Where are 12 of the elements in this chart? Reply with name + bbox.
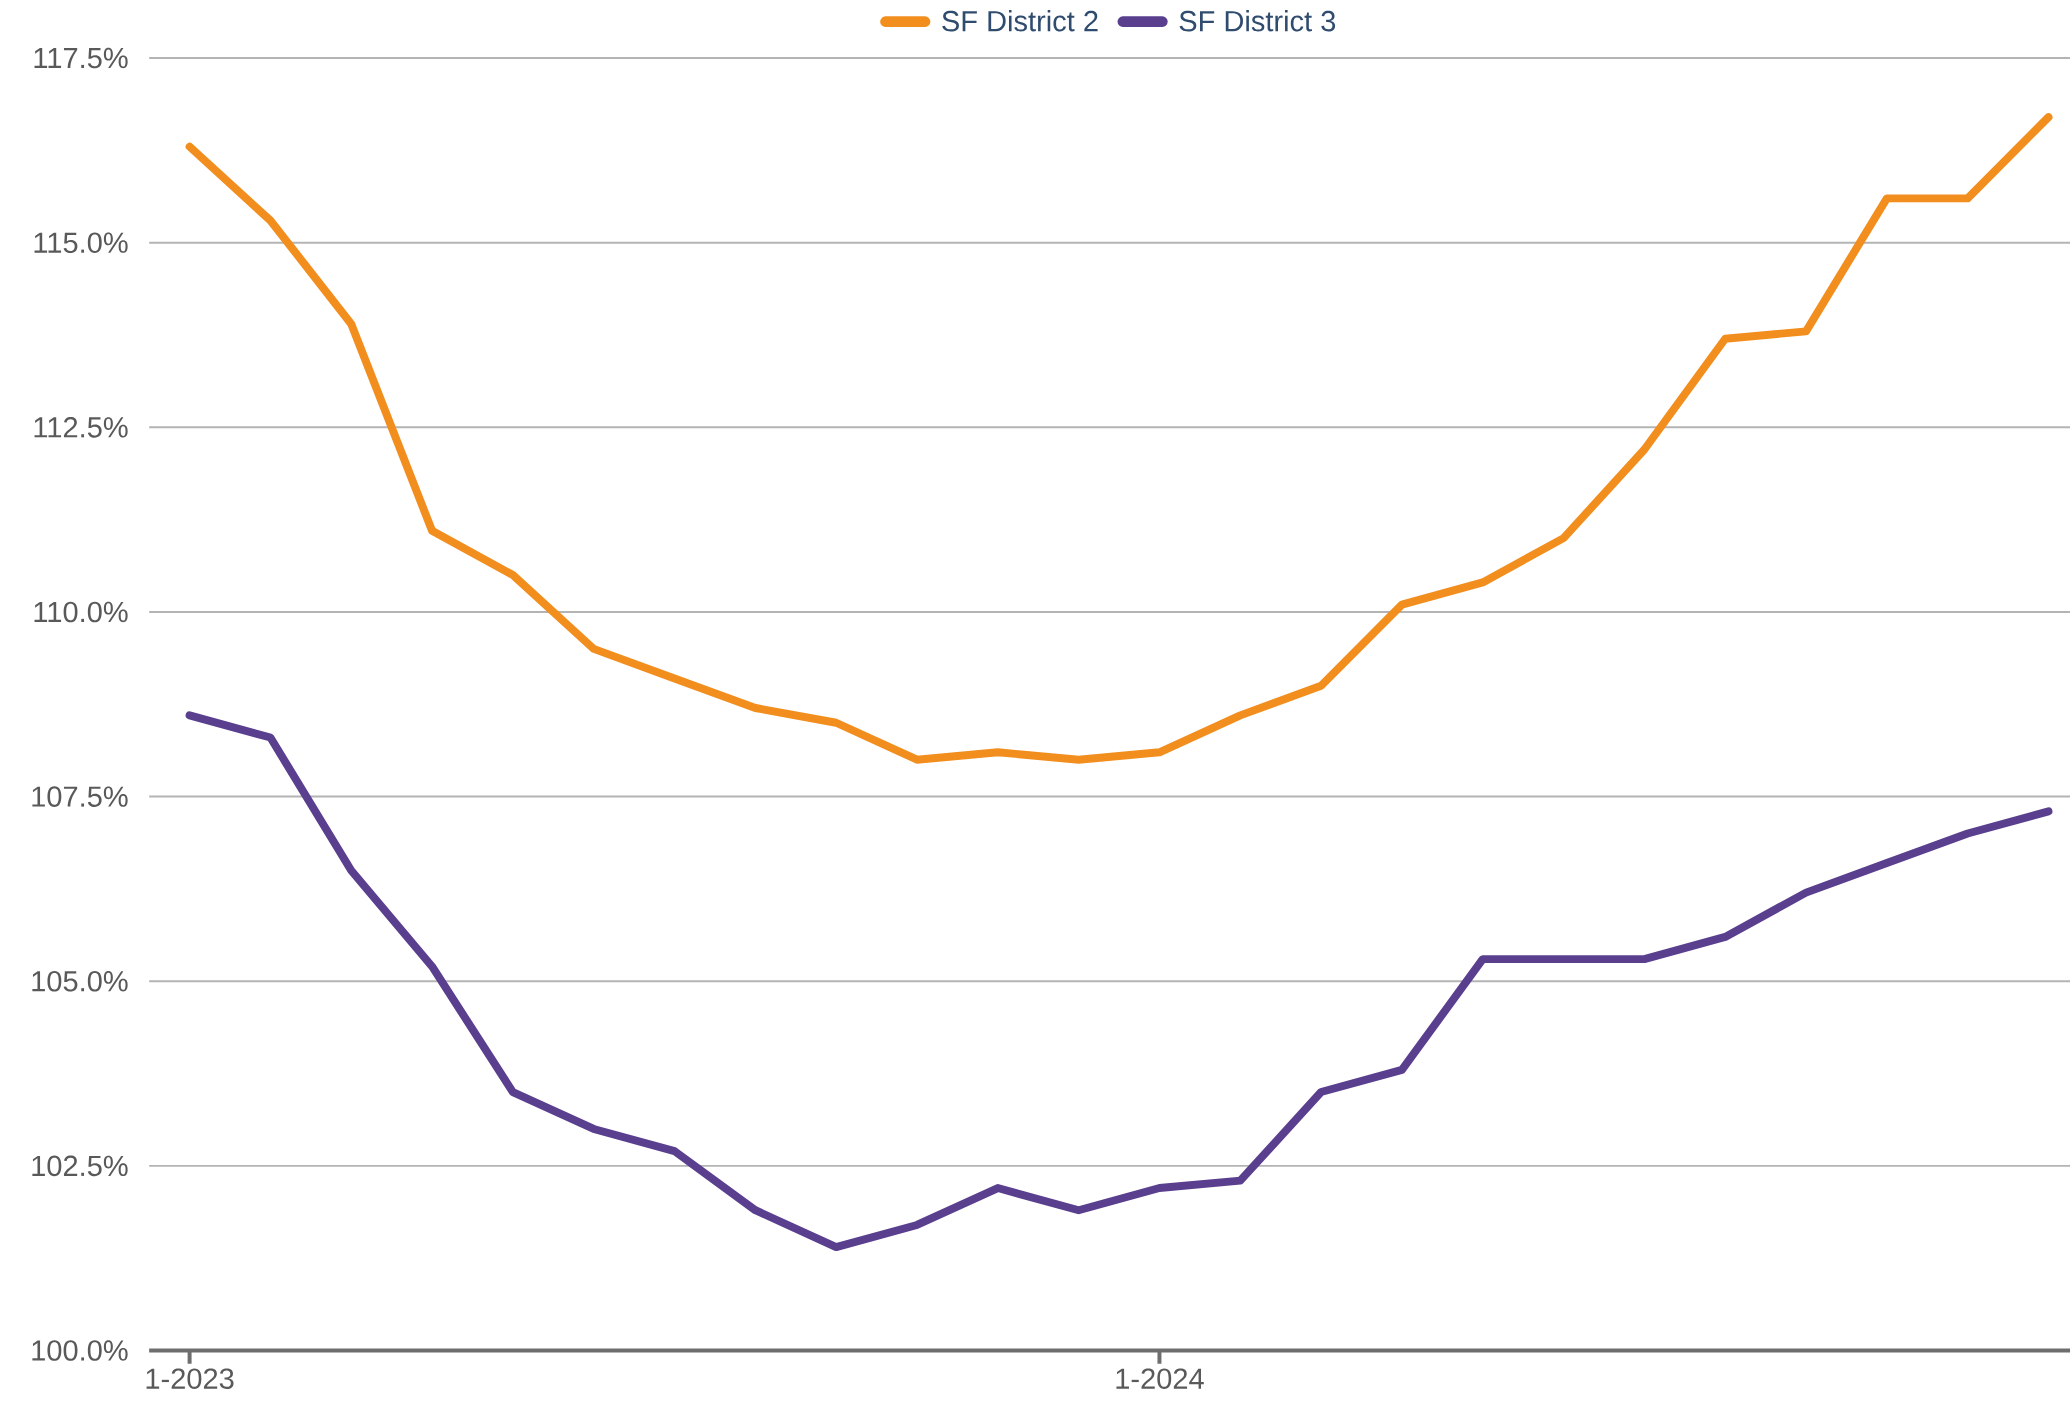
x-tick-label: 1-2023 <box>146 1368 234 1390</box>
y-tick-label: 102.5% <box>32 1155 128 1177</box>
y-tick-label: 110.0% <box>34 601 128 623</box>
y-tick-label: 107.5% <box>32 786 128 808</box>
y-tick-label: 112.5% <box>34 417 128 438</box>
legend-label: SF District 3 <box>1179 10 1336 32</box>
x-tick-label: 1-2024 <box>1116 1368 1204 1390</box>
y-tick-label: 100.0% <box>32 1340 128 1361</box>
y-tick-label: 115.0% <box>34 232 128 254</box>
y-tick-label: 117.5% <box>34 48 128 69</box>
y-tick-label: 105.0% <box>32 971 128 992</box>
legend-label: SF District 2 <box>942 10 1098 32</box>
